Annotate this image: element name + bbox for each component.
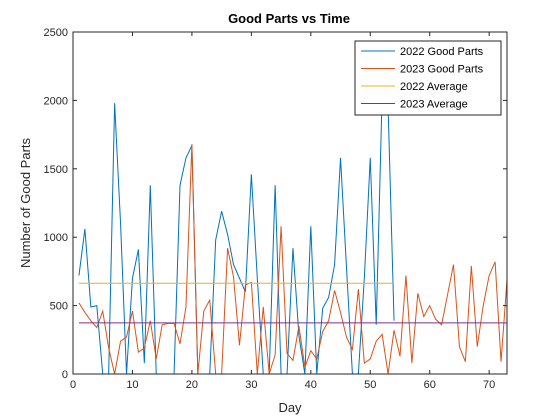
legend-entry: 2023 Good Parts bbox=[400, 64, 484, 76]
legend-entry: 2023 Average bbox=[400, 99, 468, 111]
x-tick-label: 40 bbox=[305, 379, 317, 391]
axes-box bbox=[72, 31, 508, 375]
y-tick-label: 500 bbox=[50, 301, 68, 313]
y-tick-label: 0 bbox=[62, 369, 68, 381]
legend: 2022 Good Parts 2023 Good Parts 2022 Avera… bbox=[354, 40, 502, 116]
x-axis: 0 10 20 30 40 50 60 70 bbox=[70, 32, 495, 391]
y-axis: 0 500 1000 1500 2000 2500 bbox=[44, 27, 507, 381]
series-line-0 bbox=[78, 94, 395, 375]
x-tick-label: 0 bbox=[70, 379, 76, 391]
x-tick-label: 10 bbox=[126, 379, 138, 391]
x-tick-label: 50 bbox=[364, 379, 376, 391]
y-tick-label: 1500 bbox=[44, 164, 68, 176]
x-tick-label: 60 bbox=[424, 379, 436, 391]
x-tick-label: 30 bbox=[245, 379, 257, 391]
y-tick-label: 2500 bbox=[44, 27, 68, 39]
plot-area bbox=[78, 94, 508, 375]
legend-box bbox=[354, 40, 502, 116]
series-line-1 bbox=[78, 144, 508, 375]
y-axis-label: Number of Good Parts bbox=[18, 137, 33, 268]
x-tick-label: 20 bbox=[186, 379, 198, 391]
y-tick-label: 1000 bbox=[44, 232, 68, 244]
chart-title: Good Parts vs Time bbox=[228, 11, 350, 26]
legend-entry: 2022 Average bbox=[400, 81, 468, 93]
y-tick-label: 2000 bbox=[44, 95, 68, 107]
x-tick-label: 70 bbox=[483, 379, 495, 391]
x-axis-label: Day bbox=[278, 400, 302, 415]
legend-entry: 2022 Good Parts bbox=[400, 46, 484, 58]
